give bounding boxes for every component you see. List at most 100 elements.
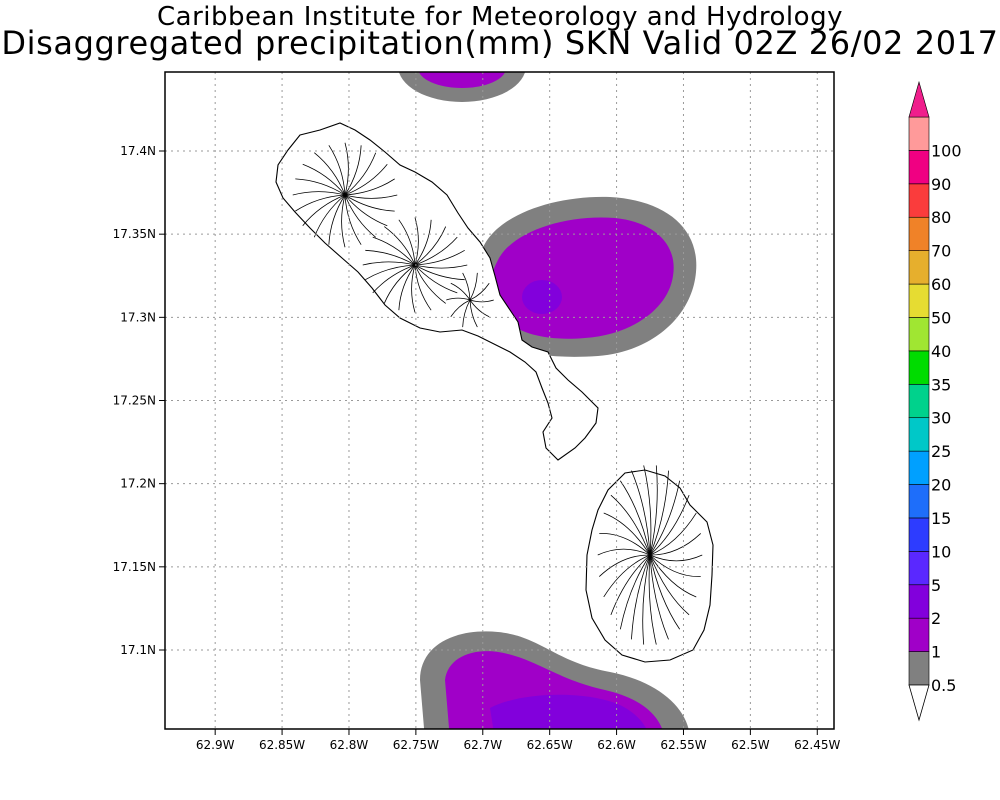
stream-line	[398, 219, 416, 266]
stream-line	[411, 264, 416, 313]
stream-line	[603, 554, 651, 598]
stream-line	[643, 465, 652, 556]
colorbar-swatch	[908, 551, 930, 586]
colorbar-label: 60	[931, 275, 951, 294]
x-tick-label: 62.9W	[196, 738, 235, 752]
stream-line	[302, 194, 346, 226]
y-tick-label: 17.25N	[113, 394, 156, 408]
colorbar-min-arrow	[908, 684, 930, 722]
colorbar-swatch	[908, 383, 930, 419]
colorbar-label: 20	[931, 476, 951, 495]
x-tick-label: 62.65W	[527, 738, 573, 752]
stream-line	[344, 194, 362, 245]
colorbar-swatch	[908, 216, 930, 251]
stream-line	[292, 191, 346, 196]
x-tick-label: 62.85W	[259, 738, 305, 752]
stream-line	[414, 219, 432, 266]
stream-line	[295, 194, 346, 212]
stream-line	[414, 249, 465, 266]
precip-cell-central	[464, 196, 697, 357]
stream-line	[384, 226, 416, 266]
stream-line	[649, 554, 697, 598]
colorbar-swatch	[908, 617, 930, 652]
stream-line	[598, 554, 651, 577]
colorbar-swatch	[908, 484, 930, 519]
stream-line	[383, 264, 416, 304]
stream-line	[649, 495, 690, 556]
colorbar-label: 15	[931, 509, 951, 528]
y-tick-label: 17.15N	[113, 560, 156, 574]
stream-line	[446, 297, 471, 301]
stream-line	[398, 264, 416, 311]
stream-line	[414, 217, 419, 266]
stream-line	[619, 554, 651, 630]
stream-line	[610, 494, 651, 556]
stream-line	[597, 548, 651, 556]
stream-line	[302, 163, 346, 196]
stream-line	[469, 299, 490, 318]
colorbar-label: 35	[931, 375, 951, 394]
plot-frame	[164, 71, 835, 730]
axes: 62.9W 62.85W 62.8W 62.75W 62.7W 62.65W 62.6W 62…	[113, 144, 841, 752]
colorbar-swatch	[908, 517, 930, 552]
stream-line	[372, 264, 416, 294]
stream-line	[603, 512, 651, 556]
stream-line	[344, 145, 362, 196]
colorbar-label: 5	[931, 576, 941, 595]
colorbar-label: 70	[931, 242, 951, 261]
colorbar-swatch	[908, 584, 930, 619]
colorbar-swatch	[908, 183, 930, 218]
stream-line	[344, 178, 395, 196]
stream-line	[631, 554, 651, 640]
x-tick-label: 62.45W	[794, 738, 840, 752]
colorbar-label: 1	[931, 643, 941, 662]
stream-line	[649, 470, 669, 556]
colorbar-swatch	[908, 150, 930, 185]
stream-line	[344, 152, 377, 196]
colorbar-label: 50	[931, 308, 951, 327]
stream-line	[344, 194, 398, 199]
stream-line	[414, 264, 432, 311]
colorbar-label: 90	[931, 175, 951, 194]
plot-area	[165, 72, 834, 729]
colorbar-swatch	[908, 651, 930, 686]
stream-line	[648, 554, 657, 645]
stream-line	[469, 299, 494, 303]
stream-line	[372, 236, 416, 266]
stream-line	[462, 299, 471, 328]
colorbar-swatch	[908, 116, 930, 151]
stream-line	[619, 480, 651, 556]
stream-line	[414, 264, 446, 304]
stream-line	[649, 465, 658, 556]
stream-line	[649, 554, 681, 630]
stream-line	[365, 264, 416, 281]
chart-title-line2: Disaggregated precipitation(mm) SKN Vali…	[1, 24, 999, 62]
stream-line	[649, 554, 701, 577]
stream-line	[414, 236, 458, 266]
stream-line	[362, 261, 416, 266]
chart-title-line1: Caribbean Institute for Meteorology and …	[157, 2, 843, 32]
stream-line	[450, 282, 471, 301]
colorbar-swatch	[908, 450, 930, 485]
colorbar-swatch	[908, 417, 930, 452]
stream-line	[295, 178, 346, 196]
drainage-network	[292, 142, 703, 645]
x-tick-label: 62.8W	[330, 738, 369, 752]
stream-line	[649, 554, 669, 640]
stream-line	[414, 264, 458, 294]
colorbar-swatch	[908, 317, 930, 352]
lat-lon-grid	[165, 72, 834, 729]
stream-line	[649, 554, 703, 562]
stream-line	[414, 226, 447, 266]
colorbar-swatch	[908, 250, 930, 285]
colorbar-max-arrow	[908, 80, 930, 118]
stream-line	[610, 554, 651, 615]
colorbar-label: 40	[931, 342, 951, 361]
stream-line	[450, 299, 471, 317]
colorbar-label: 2	[931, 609, 941, 628]
y-tick-label: 17.3N	[120, 310, 156, 324]
stream-line	[469, 272, 478, 301]
stream-line	[341, 194, 346, 248]
